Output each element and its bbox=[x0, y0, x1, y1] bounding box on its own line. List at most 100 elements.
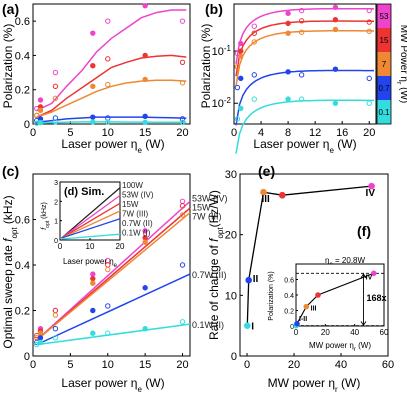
panel-f-ylabel: Polarization (%) bbox=[268, 271, 275, 320]
panel-b-plot: 0 4 8 12 16 20 10-2 10-1 bbox=[212, 4, 375, 154]
panel-e-frame bbox=[239, 173, 389, 357]
panel-a-xlabel: Laser power ηe (W) bbox=[61, 137, 164, 155]
c-point-p01 bbox=[34, 341, 40, 348]
d-line-p15 bbox=[61, 202, 121, 239]
b-fit-p7 bbox=[235, 30, 375, 87]
b-point-p07 bbox=[298, 72, 305, 78]
e-point-p53 bbox=[368, 182, 375, 190]
c-point-p07 bbox=[37, 335, 44, 341]
a-fit-p01 bbox=[36, 121, 187, 125]
f-point-label: IV bbox=[366, 275, 373, 282]
panel-b-label: (b) bbox=[205, 1, 223, 17]
panel-f: (f) ηe = 20.8W 020406000.20.40.6168xI-II… bbox=[268, 223, 389, 353]
a-point-p01 bbox=[179, 119, 186, 125]
a-xtick-label: 0 bbox=[30, 127, 36, 139]
d-line-p53 bbox=[61, 195, 121, 239]
c-point-p7 bbox=[105, 266, 111, 273]
a-xtick-label: 10 bbox=[102, 127, 114, 139]
a-point-p7 bbox=[90, 83, 96, 89]
c-series-label: 15W bbox=[192, 202, 211, 212]
b-point-p15 bbox=[285, 20, 291, 27]
d-ytick-label: 1 bbox=[54, 219, 58, 226]
d-line-p01 bbox=[61, 233, 121, 240]
panel-b-colorbar-label: MW Power ηr (W) bbox=[396, 25, 407, 103]
c-point-p07 bbox=[142, 285, 148, 291]
b-point-p07 bbox=[238, 75, 244, 82]
f-ytick-label: 0.2 bbox=[284, 309, 294, 316]
b-point-p07 bbox=[366, 75, 372, 82]
a-point-p07 bbox=[142, 113, 148, 119]
c-point-p7 bbox=[142, 239, 148, 245]
e-point-label: III bbox=[261, 194, 270, 205]
panel-f-plot: 0 20 40 60 0 0.2 0.4 0.6 168x I-II III IV bbox=[284, 270, 389, 337]
c-xtick-label: 5 bbox=[67, 359, 73, 371]
b-xtick-label: 20 bbox=[363, 127, 375, 139]
panel-d-ylabel: fopt (kHz) bbox=[41, 202, 51, 230]
b-point-p07 bbox=[285, 69, 291, 75]
e-point-p7 bbox=[260, 188, 267, 196]
f-point-p15 bbox=[315, 292, 321, 298]
panel-d-label: (d) Sim. bbox=[64, 186, 104, 198]
b-point-p07 bbox=[251, 72, 257, 78]
a-point-p7 bbox=[34, 112, 40, 119]
c-xtick-label: 20 bbox=[176, 359, 188, 371]
a-point-p07 bbox=[179, 116, 186, 122]
c-point-p07 bbox=[52, 326, 59, 332]
a-fit-p15 bbox=[36, 54, 187, 118]
colorbar-segment-p01 bbox=[377, 100, 391, 124]
a-point-p7 bbox=[52, 95, 59, 101]
a-xtick-label: 15 bbox=[139, 127, 151, 139]
b-fit-p01 bbox=[235, 99, 374, 154]
c-point-p15 bbox=[179, 203, 186, 209]
b-ytick-label: 10-2 bbox=[212, 96, 232, 111]
panel-b-ylabel: Polarization (%) bbox=[199, 24, 213, 109]
c-point-p01 bbox=[105, 330, 111, 336]
b-point-p07 bbox=[234, 84, 241, 91]
b-point-p53 bbox=[251, 23, 257, 29]
e-point-p07 bbox=[245, 276, 252, 284]
a-ytick-label: 0.6 bbox=[15, 16, 30, 28]
d-series-label: 0.7W (II) bbox=[122, 219, 153, 228]
f-point-p07 bbox=[294, 320, 300, 327]
d-xtick-label: 0 bbox=[58, 242, 63, 251]
b-point-p07 bbox=[332, 66, 339, 72]
e-point-p15 bbox=[278, 191, 286, 199]
a-point-p15 bbox=[142, 52, 148, 59]
a-ytick-label: 0.4 bbox=[15, 50, 30, 62]
a-point-p7 bbox=[179, 80, 186, 86]
colorbar-frame bbox=[376, 3, 392, 125]
a-point-p53 bbox=[90, 30, 96, 36]
e-ytick-label: 10 bbox=[225, 290, 237, 302]
panel-a: (a) 0 5 10 15 20 0 0.2 0.4 0.6 Laser power ηe (W… bbox=[1, 1, 191, 155]
d-xtick-label: 10 bbox=[86, 242, 95, 251]
c-ytick-label: 0.6 bbox=[15, 215, 30, 227]
d-line-p7 bbox=[61, 210, 121, 239]
f-point-label: I-II bbox=[299, 316, 307, 323]
b-point-p7 bbox=[285, 30, 291, 36]
panel-b-colorbar: 53 15 7 0.7 0.1 bbox=[376, 3, 392, 125]
c-ytick-label: 0 bbox=[24, 351, 30, 363]
c-point-p01 bbox=[179, 319, 186, 325]
c-fit-p07 bbox=[36, 273, 191, 346]
colorbar-tick: 53 bbox=[380, 12, 389, 21]
c-point-p53 bbox=[142, 228, 148, 234]
b-point-p15 bbox=[366, 19, 372, 25]
d-series-label: 100W bbox=[122, 181, 143, 190]
d-ytick-label: 2 bbox=[54, 199, 58, 206]
b-point-p01 bbox=[366, 100, 372, 106]
a-point-p53 bbox=[179, 18, 186, 24]
b-point-p01 bbox=[234, 116, 241, 122]
b-fit-p53 bbox=[235, 7, 375, 65]
b-point-p7 bbox=[332, 26, 339, 33]
panel-a-ylabel: Polarization (%) bbox=[1, 24, 15, 109]
a-point-p01 bbox=[142, 119, 148, 125]
b-point-p01 bbox=[251, 96, 257, 102]
b-point-p53 bbox=[332, 4, 339, 11]
b-point-p01 bbox=[238, 105, 244, 112]
e-point-p01 bbox=[243, 322, 251, 329]
b-point-p01 bbox=[298, 96, 305, 102]
